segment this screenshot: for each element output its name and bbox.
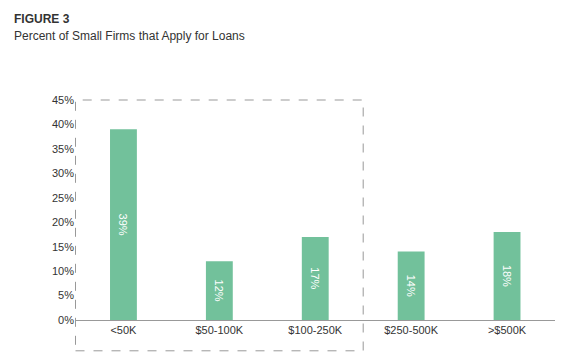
- svg-text:25%: 25%: [52, 192, 74, 204]
- svg-text:$250-500K: $250-500K: [384, 324, 438, 336]
- svg-text:20%: 20%: [52, 216, 74, 228]
- svg-text:Percent of Small Firms that Ap: Percent of Small Firms that Apply for Lo…: [14, 29, 245, 43]
- svg-text:18%: 18%: [501, 265, 513, 287]
- svg-text:14%: 14%: [405, 275, 417, 297]
- svg-text:12%: 12%: [213, 280, 225, 302]
- svg-text:$100-250K: $100-250K: [288, 324, 342, 336]
- svg-text:10%: 10%: [52, 265, 74, 277]
- svg-text:FIGURE 3: FIGURE 3: [14, 12, 70, 26]
- svg-text:35%: 35%: [52, 143, 74, 155]
- svg-text:15%: 15%: [52, 241, 74, 253]
- svg-text:$50-100K: $50-100K: [195, 324, 243, 336]
- svg-text:5%: 5%: [58, 289, 74, 301]
- svg-text:<50K: <50K: [110, 324, 137, 336]
- svg-text:30%: 30%: [52, 167, 74, 179]
- svg-text:39%: 39%: [117, 214, 129, 236]
- svg-text:40%: 40%: [52, 118, 74, 130]
- svg-text:>$500K: >$500K: [488, 324, 527, 336]
- svg-text:17%: 17%: [309, 267, 321, 289]
- svg-text:45%: 45%: [52, 94, 74, 106]
- svg-text:0%: 0%: [58, 314, 74, 326]
